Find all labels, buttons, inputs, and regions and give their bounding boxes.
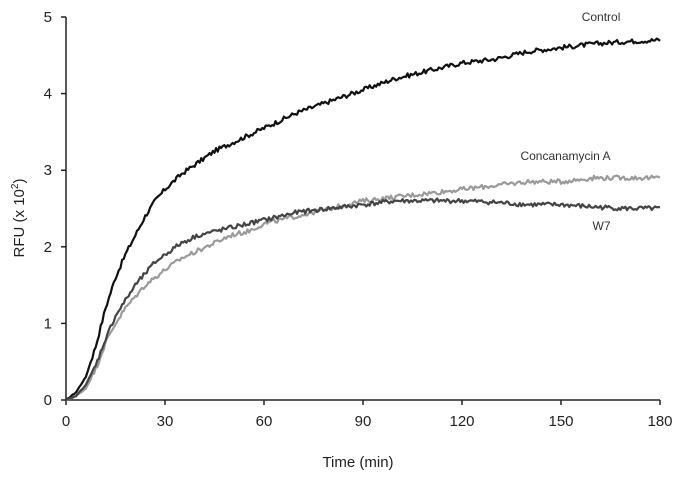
series-line-concanamycin-a	[65, 174, 661, 401]
y-axis-title-main: RFU (x 10	[11, 189, 28, 257]
series-label-w7: W7	[593, 219, 611, 233]
series-line-w7	[65, 197, 661, 401]
y-tick-label: 3	[44, 162, 52, 179]
y-tick-label: 1	[44, 315, 52, 332]
x-tick-label: 150	[548, 413, 573, 430]
x-tick-label: 120	[449, 413, 474, 430]
series-label-concanamycin-a: Concanamycin A	[520, 149, 610, 163]
series-label-control: Control	[582, 10, 621, 24]
y-tick-label: 5	[44, 9, 52, 26]
x-tick-label: 30	[157, 413, 174, 430]
series-labels: Control Concanamycin A W7	[520, 10, 620, 233]
series-line-control	[65, 37, 661, 401]
y-tick-label: 4	[44, 86, 52, 103]
x-tick-label: 60	[256, 413, 273, 430]
y-axis-title: RFU (x 102)	[10, 179, 28, 258]
y-tick-label: 2	[44, 239, 52, 256]
y-axis-title-close: )	[11, 179, 28, 184]
x-axis-title: Time (min)	[322, 454, 393, 471]
axes	[61, 16, 661, 405]
series-lines	[65, 37, 661, 401]
x-tick-label: 180	[647, 413, 672, 430]
x-tick-label: 0	[62, 413, 70, 430]
x-tick-label: 90	[355, 413, 372, 430]
y-axis-title-exponent: 2	[10, 183, 21, 189]
y-tick-label: 0	[44, 392, 52, 409]
tick-labels: 0 1 2 3 4 5 0 30 60 90 120 150 180	[44, 9, 673, 430]
